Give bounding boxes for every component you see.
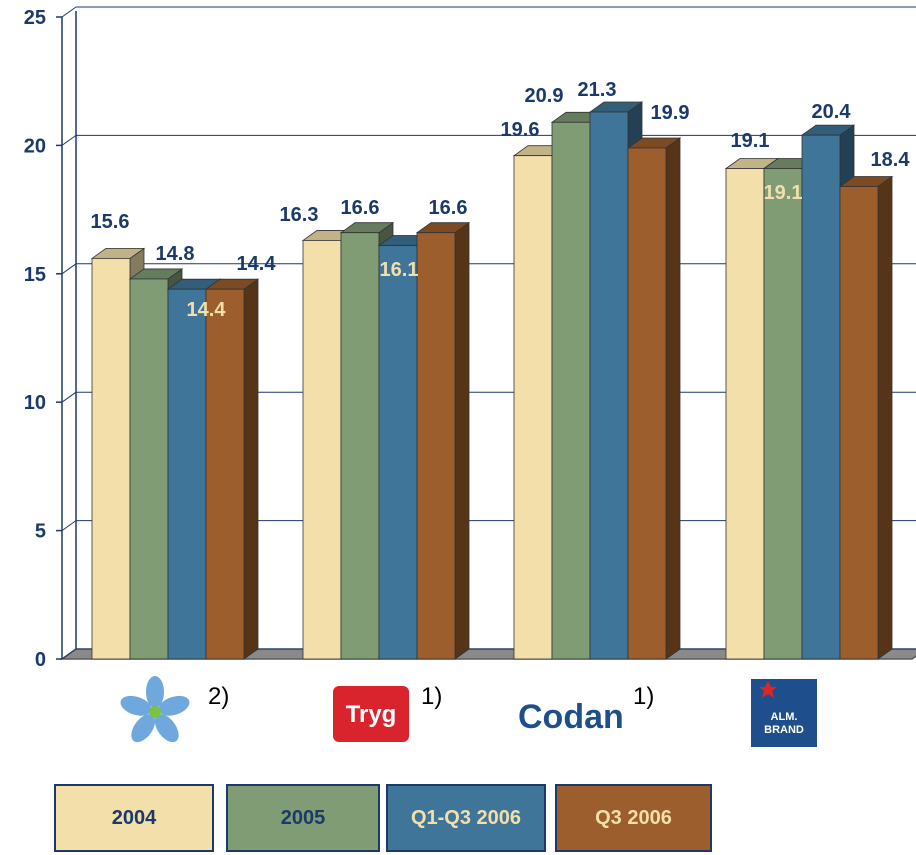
gridline-diagonal bbox=[61, 648, 77, 660]
y-tick-label: 10 bbox=[24, 392, 46, 414]
y-tick-label: 15 bbox=[24, 264, 46, 286]
bar-2-3 bbox=[626, 137, 682, 660]
bar-3-3 bbox=[838, 175, 894, 660]
legend-item-q1-q3-2006: Q1-Q3 2006 bbox=[386, 784, 546, 852]
y-tick-label: 20 bbox=[24, 135, 46, 157]
legend-item-2004: 2004 bbox=[54, 784, 214, 852]
data-label-0-2: 14.4 bbox=[187, 299, 227, 321]
data-label-2-1: 20.9 bbox=[525, 85, 564, 107]
bar-1-3 bbox=[415, 221, 471, 660]
data-label-3-2: 20.4 bbox=[812, 101, 852, 123]
data-labels: 15.6 14.8 14.4 14.4 16.3 16.6 16.1 16.6 19.6 20.9… bbox=[91, 79, 911, 321]
gridline-diagonal bbox=[61, 134, 77, 146]
legend-label: Q1-Q3 2006 bbox=[410, 806, 522, 829]
category-logo-3: ALM. BRAND bbox=[751, 679, 817, 747]
data-label-3-0: 19.1 bbox=[731, 130, 770, 152]
legend-item-q3-2006: Q3 2006 bbox=[555, 784, 712, 852]
data-label-2-0: 19.6 bbox=[501, 119, 540, 141]
gridline-diagonal bbox=[61, 391, 77, 403]
category-note-0: 2) bbox=[208, 683, 229, 710]
star-icon bbox=[759, 681, 777, 698]
category-logo-0 bbox=[120, 676, 190, 743]
almbrand-logo-line1: ALM. bbox=[771, 711, 798, 723]
category-logo-2: Codan bbox=[518, 698, 624, 736]
data-label-0-3: 14.4 bbox=[237, 253, 277, 275]
category-note-1: 1) bbox=[421, 683, 442, 710]
data-label-0-1: 14.8 bbox=[156, 243, 195, 265]
data-label-0-0: 15.6 bbox=[91, 211, 130, 233]
legend-item-2005: 2005 bbox=[226, 784, 380, 852]
gridline-diagonal bbox=[61, 6, 77, 18]
data-label-1-2: 16.1 bbox=[380, 259, 419, 281]
data-label-3-1: 19.1 bbox=[764, 182, 803, 204]
data-label-3-3: 18.4 bbox=[871, 149, 911, 171]
data-label-1-1: 16.6 bbox=[341, 197, 380, 219]
y-axis-ticks: 0 5 10 15 20 25 bbox=[24, 7, 46, 671]
category-logo-1: Tryg bbox=[333, 686, 409, 742]
y-tick-label: 5 bbox=[35, 521, 46, 543]
data-label-1-3: 16.6 bbox=[429, 197, 468, 219]
data-label-2-2: 21.3 bbox=[578, 79, 617, 101]
codan-logo-text: Codan bbox=[518, 698, 624, 736]
gridline-diagonal bbox=[61, 263, 77, 275]
bars bbox=[90, 101, 894, 660]
almbrand-logo-line2: BRAND bbox=[764, 724, 804, 736]
bar-0-3 bbox=[204, 278, 260, 660]
flower-icon bbox=[120, 676, 190, 743]
y-tick-label: 25 bbox=[24, 7, 46, 29]
y-tick-label: 0 bbox=[35, 649, 46, 671]
tryg-logo-text: Tryg bbox=[346, 701, 397, 728]
legend-label: Q3 2006 bbox=[595, 806, 672, 829]
category-note-2: 1) bbox=[633, 683, 654, 710]
data-label-1-0: 16.3 bbox=[280, 204, 319, 226]
legend-label: 2004 bbox=[111, 806, 157, 829]
legend-label: 2005 bbox=[280, 806, 326, 829]
data-label-2-3: 19.9 bbox=[651, 102, 690, 124]
gridline-diagonal bbox=[61, 520, 77, 532]
